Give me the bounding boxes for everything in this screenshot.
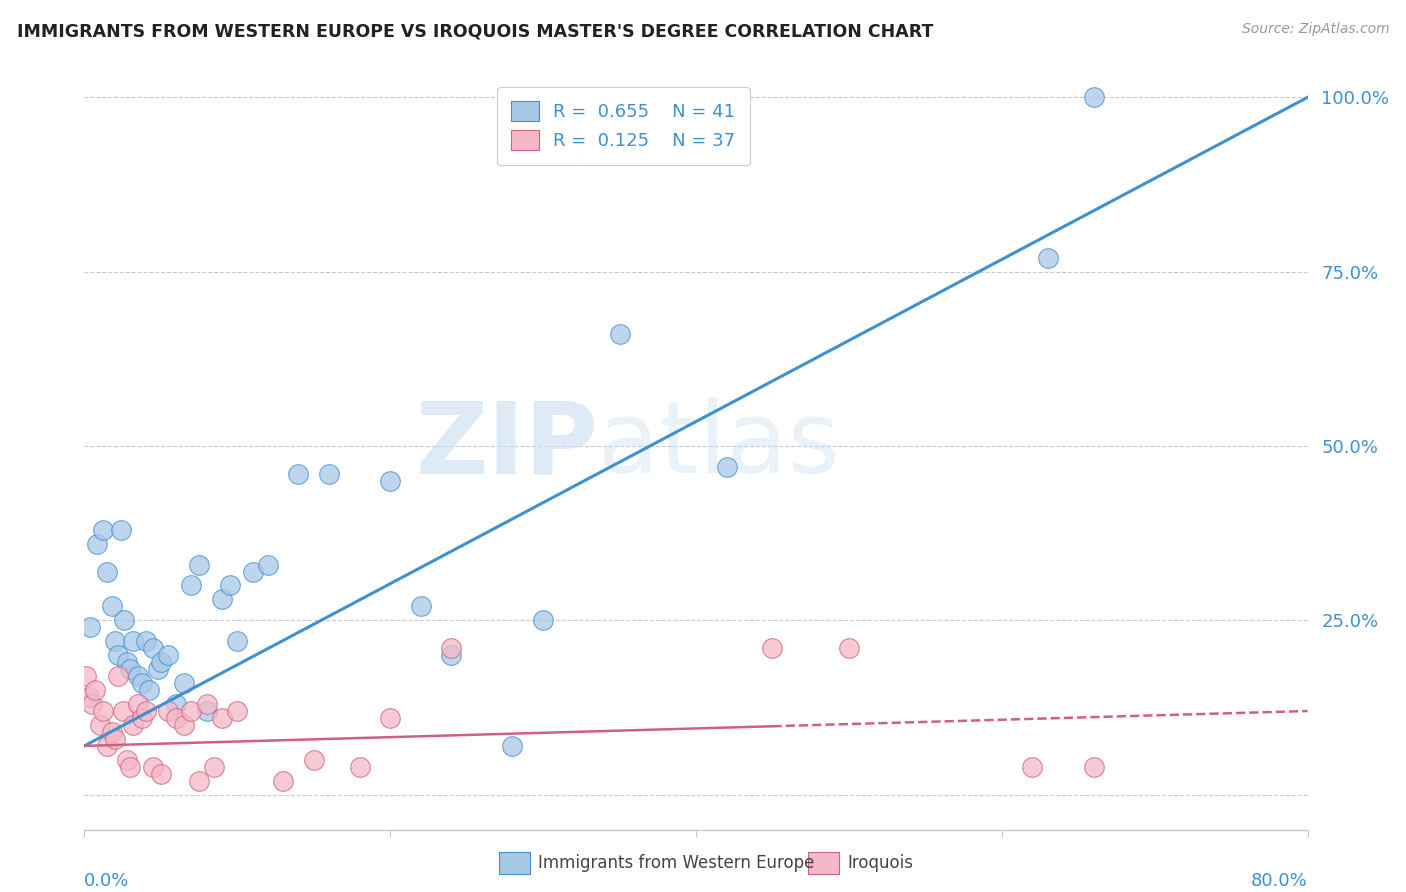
Point <box>211 592 233 607</box>
Point <box>149 655 172 669</box>
Point <box>380 711 402 725</box>
Text: ZIP: ZIP <box>415 398 598 494</box>
Point <box>84 683 107 698</box>
Point <box>91 704 114 718</box>
Text: 80.0%: 80.0% <box>1251 871 1308 889</box>
Point <box>115 655 138 669</box>
Point <box>101 725 124 739</box>
Point <box>440 648 463 663</box>
Text: atlas: atlas <box>598 398 839 494</box>
Point <box>218 578 240 592</box>
Legend: R =  0.655    N = 41, R =  0.125    N = 37: R = 0.655 N = 41, R = 0.125 N = 37 <box>498 87 749 164</box>
Point <box>79 620 101 634</box>
Point <box>761 641 783 656</box>
Text: Source: ZipAtlas.com: Source: ZipAtlas.com <box>1241 22 1389 37</box>
Point <box>202 760 225 774</box>
Point <box>195 697 218 711</box>
Point <box>142 760 165 774</box>
Point <box>1083 760 1105 774</box>
Text: IMMIGRANTS FROM WESTERN EUROPE VS IROQUOIS MASTER'S DEGREE CORRELATION CHART: IMMIGRANTS FROM WESTERN EUROPE VS IROQUO… <box>17 22 934 40</box>
Point <box>138 683 160 698</box>
Point <box>112 613 135 627</box>
Point <box>127 697 149 711</box>
Point <box>242 565 264 579</box>
Point <box>226 634 249 648</box>
Point <box>440 641 463 656</box>
Point <box>180 704 202 718</box>
Point <box>287 467 309 481</box>
Text: Immigrants from Western Europe: Immigrants from Western Europe <box>538 855 815 872</box>
Point <box>257 558 280 572</box>
Point <box>380 474 402 488</box>
Point <box>271 773 294 788</box>
Point <box>173 718 195 732</box>
Point <box>89 718 111 732</box>
Point <box>1083 90 1105 104</box>
Point <box>91 523 114 537</box>
Point <box>96 739 118 753</box>
Point <box>318 467 340 481</box>
Point <box>609 327 631 342</box>
Point <box>101 599 124 614</box>
Point <box>302 753 325 767</box>
Point <box>122 634 145 648</box>
Point <box>86 536 108 550</box>
Point <box>188 773 211 788</box>
Point <box>1036 251 1059 265</box>
Point <box>77 690 100 704</box>
Point <box>104 634 127 648</box>
Point <box>135 634 157 648</box>
Point <box>122 718 145 732</box>
Point <box>180 578 202 592</box>
Point <box>157 648 180 663</box>
Point <box>115 753 138 767</box>
Point <box>120 662 142 676</box>
Text: 0.0%: 0.0% <box>84 871 129 889</box>
Point <box>349 760 371 774</box>
Point <box>135 704 157 718</box>
Point <box>110 523 132 537</box>
Point <box>131 676 153 690</box>
Point <box>149 766 172 780</box>
Point <box>75 669 97 683</box>
Point <box>838 641 860 656</box>
Point <box>502 739 524 753</box>
Point <box>165 697 187 711</box>
Point <box>131 711 153 725</box>
Point <box>96 565 118 579</box>
Point <box>188 558 211 572</box>
Point <box>107 669 129 683</box>
Point <box>127 669 149 683</box>
Point <box>111 704 134 718</box>
Point <box>1021 760 1043 774</box>
Point <box>80 697 103 711</box>
Point <box>107 648 129 663</box>
Point <box>716 459 738 474</box>
Point <box>531 613 554 627</box>
Point <box>165 711 187 725</box>
Text: Iroquois: Iroquois <box>848 855 914 872</box>
Point <box>195 704 218 718</box>
Point <box>120 760 142 774</box>
Point <box>173 676 195 690</box>
Point <box>146 662 169 676</box>
Point <box>157 704 180 718</box>
Point <box>226 704 249 718</box>
Point <box>104 731 127 746</box>
Point <box>142 641 165 656</box>
Point <box>211 711 233 725</box>
Point <box>409 599 432 614</box>
